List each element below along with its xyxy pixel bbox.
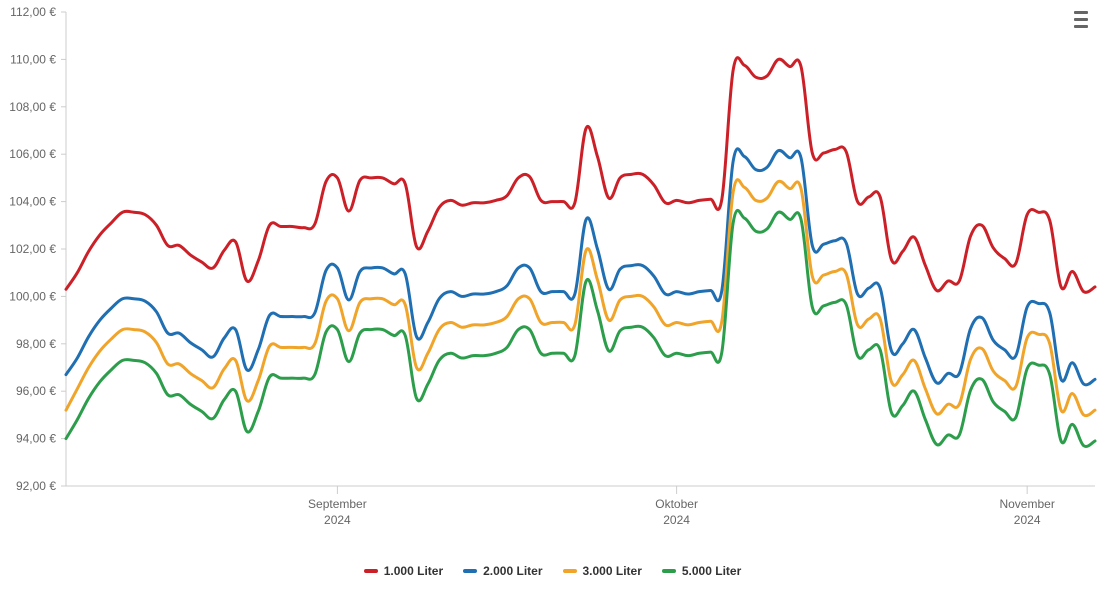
legend-label: 5.000 Liter [682,564,741,578]
legend-item[interactable]: 1.000 Liter [364,564,443,578]
chart-menu-icon[interactable] [1069,8,1093,30]
legend-item[interactable]: 5.000 Liter [662,564,741,578]
legend-label: 1.000 Liter [384,564,443,578]
legend-swatch [463,569,477,573]
x-tick-month: November [999,497,1054,511]
x-tick-month: Oktober [655,497,698,511]
y-tick-label: 102,00 € [9,242,56,256]
x-tick-year: 2024 [663,513,690,527]
hamburger-bar [1074,25,1088,28]
y-tick-label: 96,00 € [16,384,56,398]
y-tick-label: 94,00 € [16,432,56,446]
legend-label: 3.000 Liter [583,564,642,578]
legend-item[interactable]: 3.000 Liter [563,564,642,578]
legend-swatch [563,569,577,573]
y-tick-label: 98,00 € [16,337,56,351]
legend-swatch [662,569,676,573]
chart-svg: 92,00 € 94,00 € 96,00 € 98,00 € 100,00 € 102,… [0,0,1105,603]
x-tick-year: 2024 [1014,513,1041,527]
y-tick-label: 92,00 € [16,479,56,493]
hamburger-bar [1074,11,1088,14]
x-tick-year: 2024 [324,513,351,527]
y-tick-label: 104,00 € [9,195,56,209]
y-tick-label: 100,00 € [9,289,56,303]
legend-item[interactable]: 2.000 Liter [463,564,542,578]
y-tick-label: 112,00 € [10,5,56,19]
y-tick-label: 106,00 € [9,147,56,161]
series-line[interactable] [66,149,1095,385]
legend: 1.000 Liter 2.000 Liter 3.000 Liter 5.000 L… [0,560,1105,578]
hamburger-bar [1074,18,1088,21]
price-chart-container: 92,00 € 94,00 € 96,00 € 98,00 € 100,00 € 102,… [0,0,1105,603]
y-tick-label: 108,00 € [9,100,56,114]
legend-swatch [364,569,378,573]
y-tick-label: 110,00 € [10,52,56,66]
legend-label: 2.000 Liter [483,564,542,578]
x-tick-month: September [308,497,367,511]
